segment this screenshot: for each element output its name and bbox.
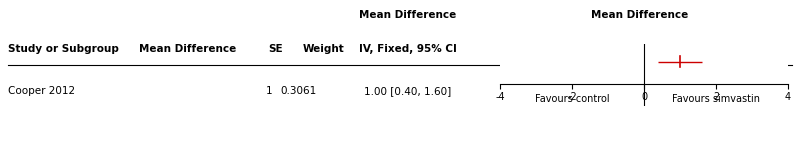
Text: Cooper 2012: Cooper 2012: [8, 86, 75, 96]
Text: 1: 1: [266, 86, 272, 96]
Text: IV, Fixed, 95% CI: IV, Fixed, 95% CI: [591, 44, 689, 54]
Text: SE: SE: [269, 44, 283, 54]
Text: Mean Difference: Mean Difference: [591, 10, 689, 20]
Text: 0.3061: 0.3061: [280, 86, 316, 96]
Text: Mean Difference: Mean Difference: [359, 10, 457, 20]
Text: Favours control: Favours control: [534, 94, 610, 104]
Text: IV, Fixed, 95% CI: IV, Fixed, 95% CI: [359, 44, 457, 54]
Text: Mean Difference: Mean Difference: [139, 44, 237, 54]
Text: Favours simvastin: Favours simvastin: [672, 94, 760, 104]
Text: Study or Subgroup: Study or Subgroup: [8, 44, 119, 54]
Text: Weight: Weight: [303, 44, 345, 54]
Text: 1.00 [0.40, 1.60]: 1.00 [0.40, 1.60]: [364, 86, 452, 96]
